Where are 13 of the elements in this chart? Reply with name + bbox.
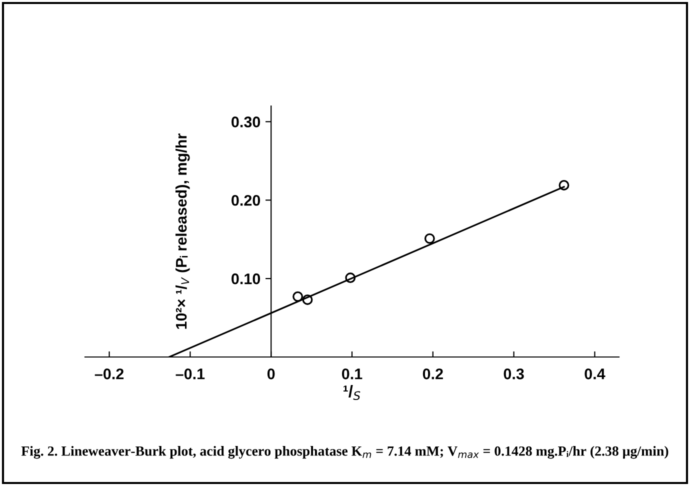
x-tick-label: 0.4 xyxy=(584,368,606,380)
caption: Fig. 2. Lineweaver-Burk plot, acid glycero phosphatase K$_{m}$ = 7.14 mM; V$_{max}$ = 0.1428 mg.Pᵢ/hr (2.38 μg/min) xyxy=(21,446,668,459)
x-axis-title: ¹/$_{S}$ xyxy=(344,385,360,400)
x-tick-label: 0.3 xyxy=(504,368,524,380)
y-tick-label: 0.20 xyxy=(232,194,260,206)
y-axis-title: 10²× ¹/$_{V}$ (Pᵢ released), mg/hr xyxy=(175,134,190,329)
y-tick-label: 0.30 xyxy=(232,116,260,128)
x-tick-label: 0.1 xyxy=(342,368,362,380)
y-tick-label: 0.10 xyxy=(232,273,260,284)
x-tick-label: 0 xyxy=(267,368,275,380)
x-tick-label: –0.2 xyxy=(94,368,124,380)
x-tick-label: –0.1 xyxy=(176,368,205,380)
x-tick-label: 0.2 xyxy=(422,368,443,380)
